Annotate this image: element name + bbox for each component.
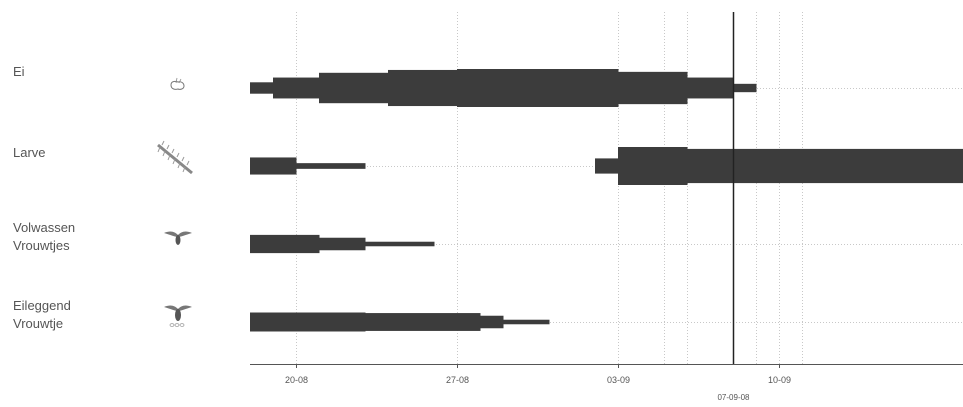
stage-band [733,83,757,93]
x-tick-label: 10-09 [768,375,791,385]
stage-band [365,313,481,331]
x-axis: 20-08 27-08 03-09 10-09 [250,364,963,385]
stage-band [687,148,963,184]
stage-label-egg-laying-female: Eileggend Vrouwtje [13,298,71,331]
adult-female-icon [164,231,192,245]
stage-bands [250,69,963,332]
current-date-marker: 07-09-08 [717,12,750,402]
stage-band [319,72,389,104]
stage-band [250,312,366,332]
stage-label-larva: Larve [13,145,46,160]
larva-icon [157,140,193,175]
stage-band [388,69,458,107]
stage-icons [157,77,193,327]
stage-band [296,163,366,169]
egg-laying-female-icon [164,305,192,327]
stage-label-adult-female: Volwassen Vrouwtjes [13,220,76,253]
stage-band [319,237,366,251]
stage-band [595,158,619,174]
stage-band [250,82,274,94]
stage-band [457,69,619,107]
stage-band [618,71,688,105]
stage-label-egg: Ei [13,64,25,79]
stage-band [503,319,550,325]
stage-band [250,157,297,175]
stage-band [618,147,688,185]
stage-band [273,77,320,99]
current-date-label: 07-09-08 [717,393,750,402]
x-tick-label: 20-08 [285,375,308,385]
gridlines [250,12,963,364]
egg-icon [170,77,185,90]
x-tick-label: 03-09 [607,375,630,385]
x-tick-label: 27-08 [446,375,469,385]
stage-band [480,315,504,329]
stage-band [687,77,734,99]
stage-band [365,241,435,247]
stage-band [250,234,320,254]
